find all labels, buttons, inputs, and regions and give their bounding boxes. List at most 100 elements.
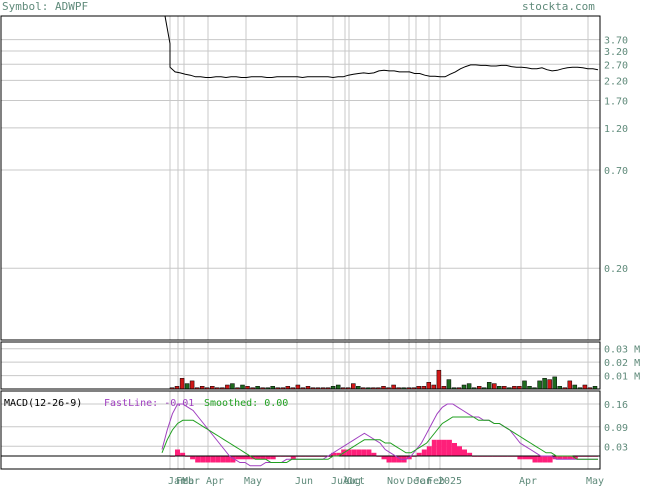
macd-histogram-bar [180, 452, 186, 457]
price-tick-label: 3.20 [604, 47, 628, 58]
x-tick-label: Mar [182, 476, 200, 486]
macd-histogram-bar [457, 446, 462, 457]
volume-bar [184, 383, 190, 390]
macd-panel: 0.16 0.09 0.03 [1, 391, 628, 469]
macd-histogram-bar [532, 456, 538, 463]
volume-bar [582, 384, 588, 390]
volume-bar [567, 380, 573, 390]
x-tick-label: 2025 [438, 476, 462, 486]
macd-histogram-bar [537, 456, 543, 463]
price-line [164, 15, 599, 79]
volume-bar [230, 383, 235, 390]
volume-frame [0, 341, 601, 390]
macd-histogram-bar [396, 456, 402, 463]
price-tick-label: 1.70 [604, 97, 628, 108]
volume-bar [461, 384, 467, 390]
macd-histogram-bar [346, 449, 352, 456]
macd-histogram-bar [351, 449, 357, 456]
macd-histogram-bar [547, 456, 553, 463]
macd-histogram-bar [270, 456, 276, 460]
macd-histogram-bar [386, 456, 392, 463]
macd-histogram-bar [245, 456, 251, 460]
volume-bar [426, 382, 432, 390]
macd-histogram-bar [220, 456, 226, 463]
macd-histogram-bar [391, 456, 397, 463]
volume-bar [179, 378, 185, 390]
macd-histogram-bar [215, 456, 221, 463]
fastline-line [161, 403, 598, 467]
macd-histogram-bar [230, 456, 236, 463]
x-tick-label: Feb [427, 476, 445, 486]
macd-histogram-bar [240, 456, 246, 460]
macd-tick-label: 0.03 [604, 442, 628, 453]
macd-histogram-bar [210, 456, 216, 463]
x-tick-label: Feb [176, 476, 194, 486]
macd-histogram-bar [195, 456, 201, 463]
volume-bar [492, 383, 497, 390]
macd-histogram-bar [426, 446, 432, 457]
site-name[interactable]: stockta.com [522, 0, 595, 13]
macd-histogram-bar [436, 439, 442, 457]
price-tick-label: 2.70 [604, 60, 628, 71]
macd-histogram-bar [452, 443, 457, 456]
price-frame [0, 15, 601, 341]
symbol-label: Symbol: ADWPF [2, 0, 89, 13]
macd-histogram-bar [462, 449, 467, 456]
price-tick-label: 0.70 [604, 166, 628, 177]
macd-histogram-bar [567, 456, 573, 460]
macd-histogram-bar [431, 439, 437, 457]
macd-histogram-bar [381, 456, 387, 460]
fastline-label: FastLine: -0.01 [104, 398, 194, 409]
smoothed-line [161, 416, 598, 463]
macd-histogram-bar [225, 456, 231, 463]
macd-histogram-bar [421, 449, 427, 456]
volume-bar [436, 369, 442, 390]
x-tick-label: May [586, 476, 604, 486]
x-tick-label: May [244, 476, 262, 486]
macd-histogram-bar [527, 456, 533, 460]
volume-tick-label: 0.03 M [604, 345, 640, 356]
macd-histogram-bar [441, 439, 447, 457]
macd-histogram-bar [290, 456, 296, 460]
macd-histogram-bar [200, 456, 206, 463]
volume-bar [466, 383, 472, 390]
volume-bar [486, 382, 492, 390]
volume-bar [431, 384, 437, 390]
volume-bar [542, 378, 547, 390]
volume-bar [335, 384, 341, 390]
macd-tick-label: 0.09 [604, 423, 628, 434]
macd-tick-label: 0.16 [604, 400, 628, 411]
price-tick-label: 0.20 [604, 264, 628, 275]
macd-histogram-bar [235, 456, 241, 460]
price-tick-label: 2.20 [604, 76, 628, 87]
macd-histogram-bar [255, 456, 261, 460]
volume-bar [547, 379, 552, 390]
x-tick-label: Jan [168, 476, 186, 486]
macd-frame [0, 390, 601, 470]
volume-tick-label: 0.02 M [604, 358, 640, 369]
volume-bar [240, 384, 245, 390]
macd-histogram-bar [562, 456, 568, 460]
volume-bar [189, 380, 195, 390]
macd-histogram-bar [416, 452, 422, 457]
macd-histogram-bar [557, 456, 563, 460]
macd-histogram-bar [331, 452, 337, 457]
macd-histogram-bar [552, 456, 558, 460]
x-tick-label: Jun [295, 476, 313, 486]
volume-panel: 0.03 M 0.02 M 0.01 M [1, 342, 640, 390]
x-tick-label: Dec [407, 476, 425, 486]
macd-histogram-bar [522, 456, 528, 460]
volume-bar [537, 380, 542, 390]
volume-bar [391, 384, 396, 390]
x-tick-label: Oct [347, 476, 365, 486]
macd-histogram-bar [467, 452, 473, 457]
volume-bar [572, 384, 578, 390]
macd-histogram-bar [356, 449, 362, 456]
volume-bar [295, 384, 301, 390]
macd-histogram-bar [265, 456, 271, 460]
x-tick-label: Jul [331, 476, 349, 486]
volume-bar [552, 376, 557, 390]
x-tick-label: Apr [206, 476, 224, 486]
macd-histogram-bar [361, 449, 367, 456]
